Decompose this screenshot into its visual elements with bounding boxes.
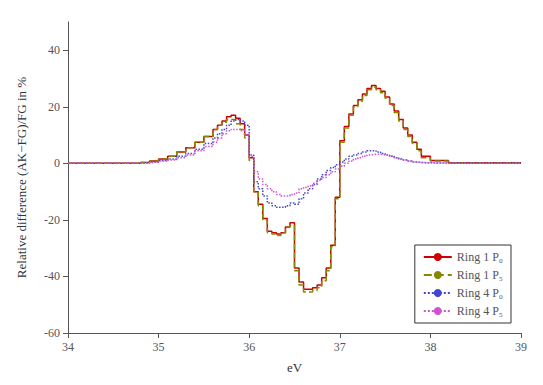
svg-text:-20: -20 xyxy=(44,213,60,227)
svg-text:Ring 4 P₅: Ring 4 P₅ xyxy=(457,304,503,318)
svg-text:eV: eV xyxy=(287,360,303,375)
svg-text:40: 40 xyxy=(48,43,60,57)
svg-text:38: 38 xyxy=(424,340,436,354)
svg-text:39: 39 xyxy=(515,340,527,354)
svg-text:37: 37 xyxy=(334,340,346,354)
svg-text:0: 0 xyxy=(54,156,60,170)
svg-text:34: 34 xyxy=(62,340,74,354)
svg-text:Ring 4 P₀: Ring 4 P₀ xyxy=(457,286,503,300)
svg-text:35: 35 xyxy=(153,340,165,354)
svg-text:36: 36 xyxy=(243,340,255,354)
svg-text:20: 20 xyxy=(48,100,60,114)
svg-text:Ring 1 P₀: Ring 1 P₀ xyxy=(457,250,503,264)
svg-text:Relative difference (AK−FG)/FG: Relative difference (AK−FG)/FG in % xyxy=(14,77,29,278)
svg-text:-40: -40 xyxy=(44,269,60,283)
svg-text:Ring 1 P₅: Ring 1 P₅ xyxy=(457,268,503,282)
svg-text:-60: -60 xyxy=(44,326,60,340)
